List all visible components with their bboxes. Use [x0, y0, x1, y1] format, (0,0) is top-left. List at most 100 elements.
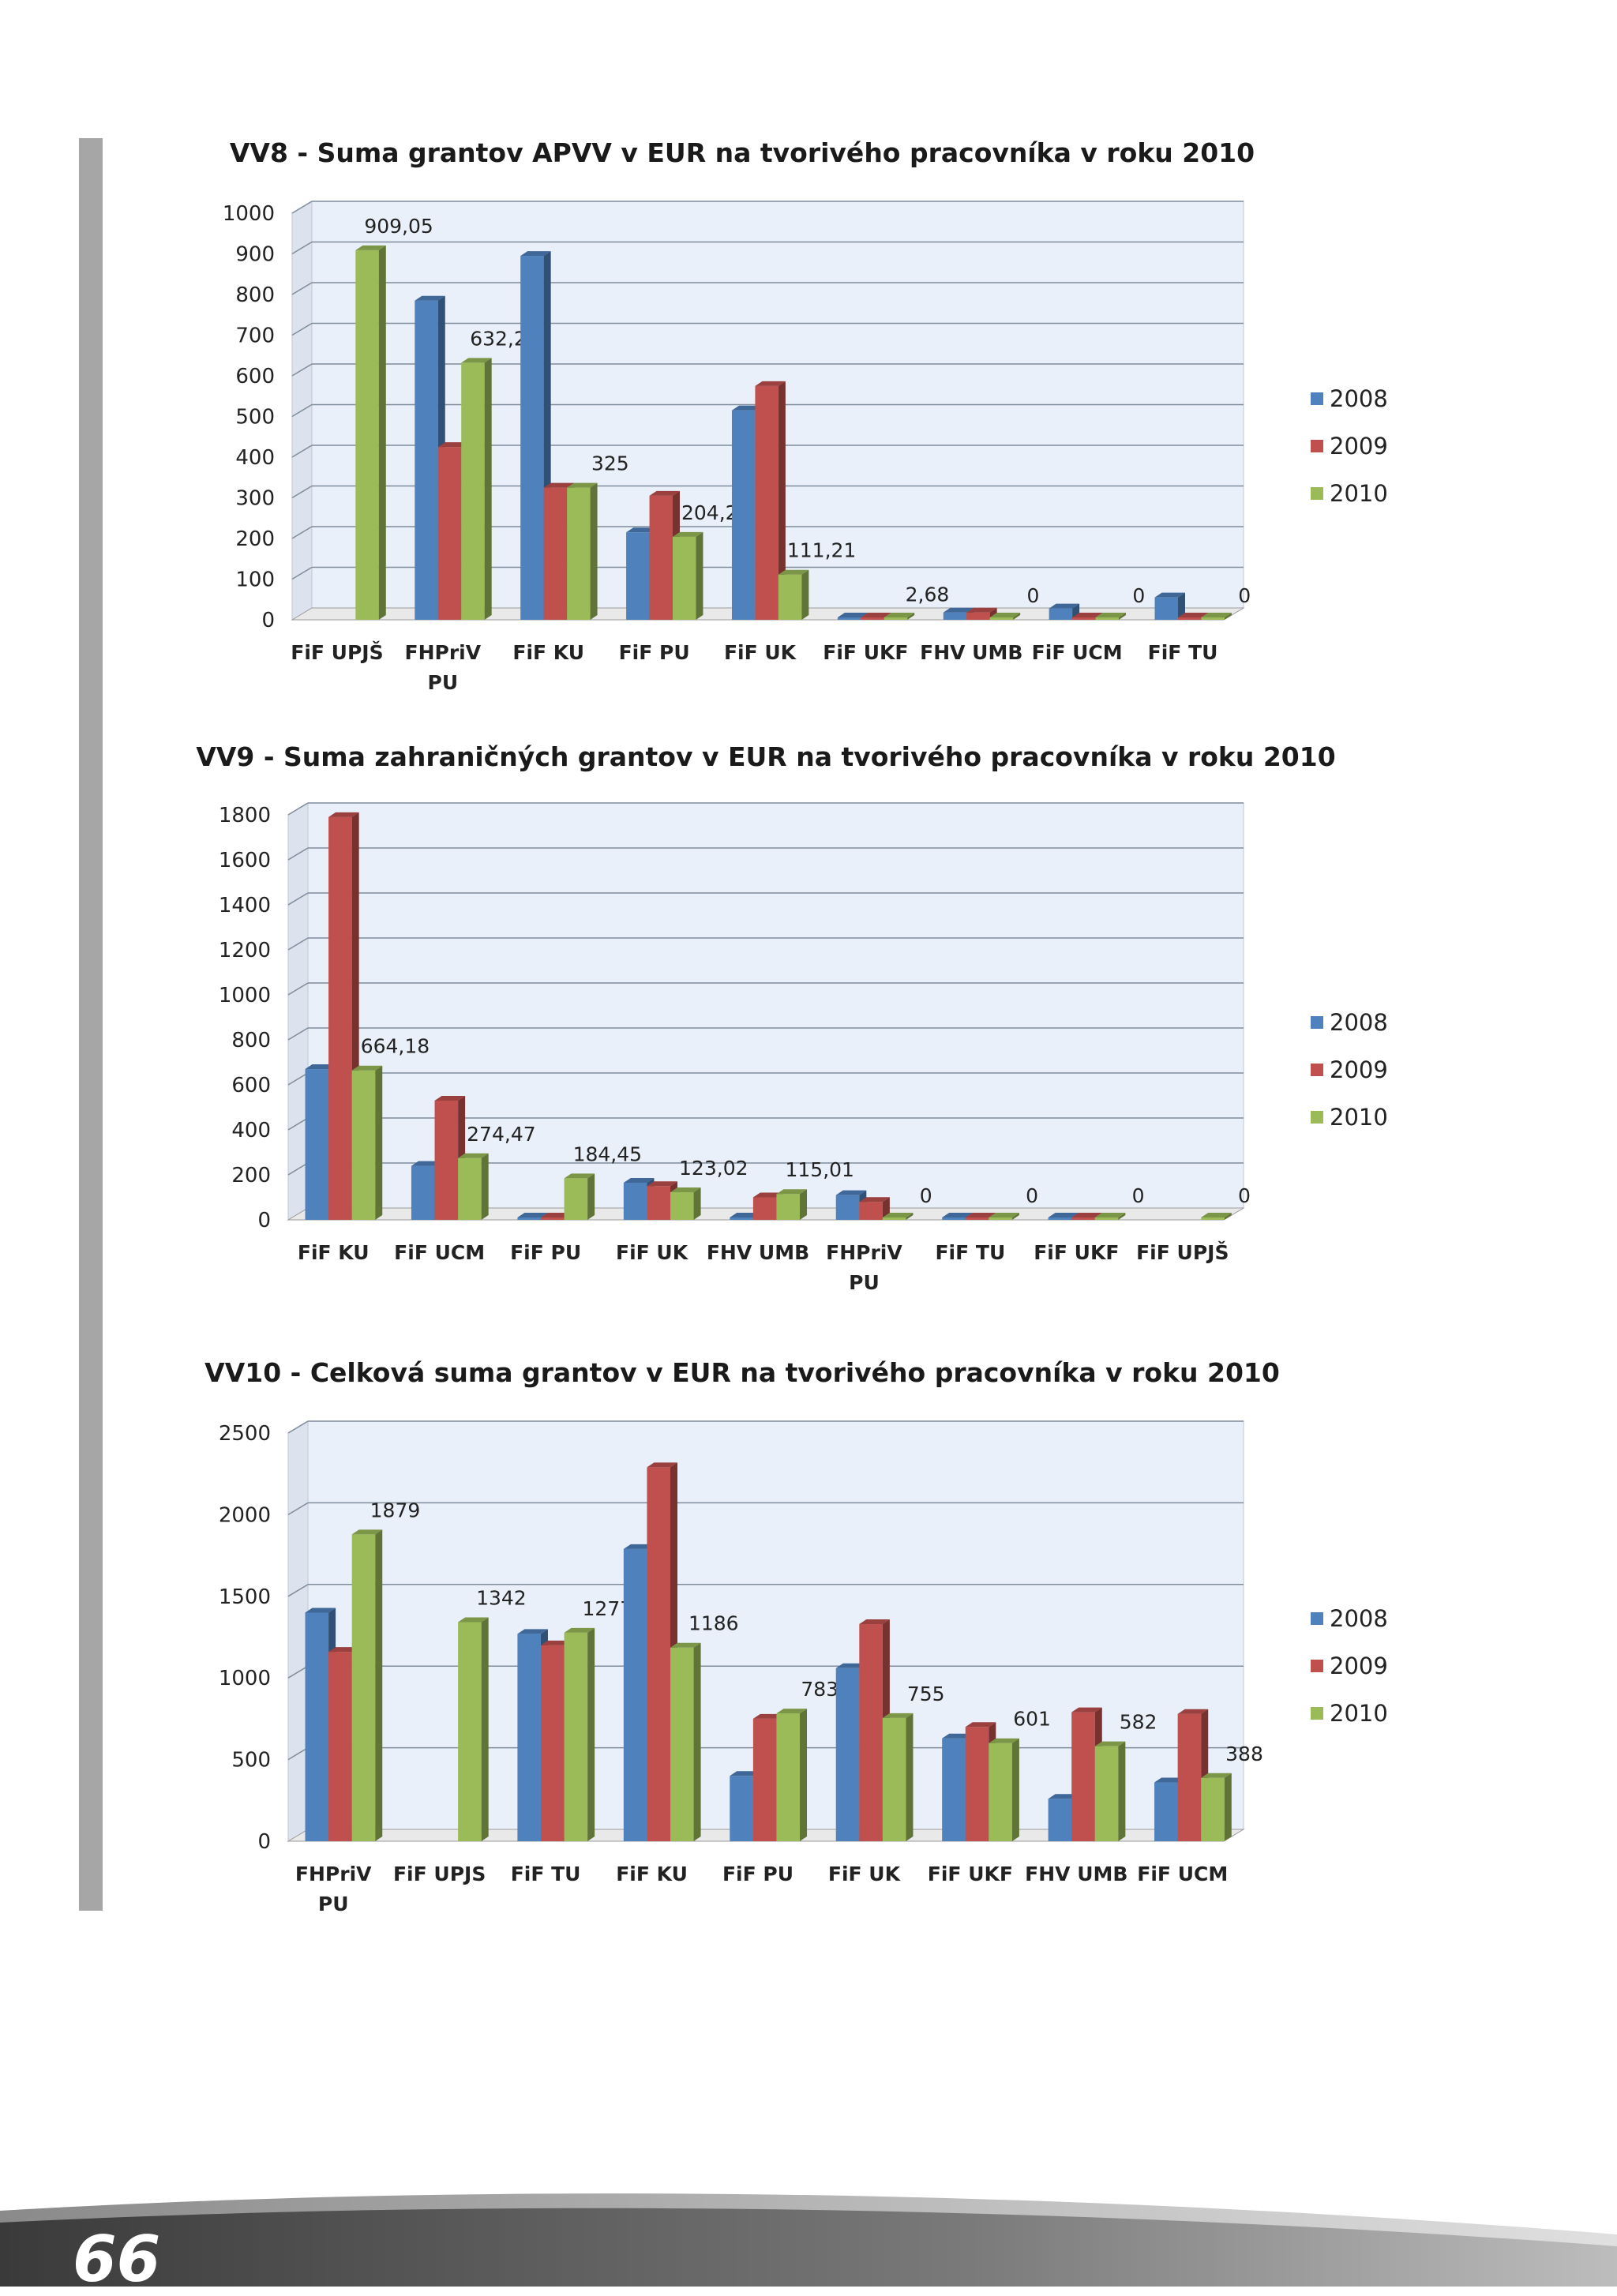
bar-top — [859, 1619, 890, 1624]
bar-side — [906, 1213, 914, 1220]
legend-item-2008: 2008 — [1311, 999, 1388, 1046]
bar-top — [328, 1647, 359, 1653]
bar-top — [837, 613, 869, 617]
data-label: 0 — [1132, 584, 1145, 607]
chart-vv10-plot: 0 500 1000 1500 2000 2500 1879 FHPriV PU 1342 FiF … — [219, 1420, 1263, 1915]
gridline-side — [291, 485, 313, 499]
bar-side — [778, 381, 786, 620]
bar-front — [415, 300, 438, 620]
data-label: 755 — [907, 1683, 945, 1705]
bar-2010-1 — [458, 1617, 489, 1841]
bar-front — [966, 612, 990, 620]
legend-label: 2010 — [1330, 1104, 1388, 1131]
bar-2008-7 — [1049, 603, 1080, 620]
gridline-side — [291, 282, 313, 295]
bar-top — [989, 1738, 1019, 1743]
bar-front — [1177, 617, 1202, 620]
x-tick-label: FiF KU — [298, 1241, 370, 1264]
y-tick-label: 0 — [257, 1209, 271, 1232]
bar-side — [481, 1153, 489, 1220]
bar-top — [776, 1189, 808, 1195]
bar-top — [1072, 613, 1103, 617]
y-tick-label: 500 — [235, 406, 275, 430]
y-tick-label: 200 — [231, 1164, 271, 1187]
bar-front — [434, 1100, 459, 1220]
legend-swatch-2009 — [1311, 440, 1323, 452]
y-tick-label: 400 — [231, 1119, 271, 1142]
legend-item-2008: 2008 — [1311, 375, 1388, 422]
x-tick-label: FiF PU — [510, 1241, 581, 1264]
bar-front — [351, 1070, 376, 1220]
bar-side — [1224, 613, 1232, 620]
bar-side — [587, 1627, 595, 1841]
bar-2010-8 — [1201, 1773, 1232, 1841]
bar-top — [647, 1181, 677, 1187]
bar-top — [564, 1173, 595, 1179]
legend-swatch-2009 — [1311, 1660, 1323, 1672]
bar-front — [1094, 1217, 1119, 1220]
bar-top — [1071, 1213, 1102, 1217]
gridline-side — [287, 1072, 309, 1086]
x-tick-label: FiF UPJS — [393, 1863, 486, 1885]
bar-top — [1094, 1213, 1126, 1217]
legend-item-2010: 2010 — [1311, 1690, 1388, 1737]
bar-front — [1177, 1713, 1202, 1841]
bar-front — [437, 447, 462, 620]
bar-side — [696, 531, 703, 620]
gridline-side — [291, 201, 313, 214]
bar-top — [434, 1095, 466, 1101]
bar-front — [623, 1548, 647, 1841]
bar-front — [835, 1195, 860, 1220]
data-label: 274,47 — [467, 1123, 535, 1146]
bar-top — [1071, 1707, 1102, 1713]
legend-item-2009: 2009 — [1311, 1046, 1388, 1094]
x-tick-label: FiF UPJŠ — [291, 640, 383, 664]
x-tick-label: FiF UKF — [823, 641, 908, 664]
bar-front — [1072, 617, 1096, 620]
page-footer: 66 — [0, 2179, 1617, 2291]
data-label: 0 — [920, 1184, 932, 1207]
bar-top — [351, 1065, 383, 1071]
y-tick-label: 800 — [231, 1029, 271, 1052]
data-label: 184,45 — [573, 1142, 642, 1165]
legend-item-2009: 2009 — [1311, 422, 1388, 470]
legend-swatch-2010 — [1311, 487, 1323, 500]
bar-front — [882, 1717, 906, 1841]
data-label: 0 — [1238, 584, 1251, 607]
x-tick-label: FiF KU — [512, 641, 584, 664]
bar-side — [378, 245, 386, 620]
bar-front — [647, 1186, 670, 1220]
x-tick-label: FiF UPJŠ — [1136, 1240, 1229, 1264]
x-tick-label: FHPriV — [295, 1863, 372, 1885]
bar-front — [411, 1165, 435, 1220]
x-tick-label: FiF UK — [616, 1241, 689, 1264]
bar-front — [647, 1467, 670, 1841]
legend-label: 2008 — [1330, 385, 1388, 412]
bar-front — [965, 1217, 989, 1220]
x-tick-label: FiF UCM — [1137, 1863, 1228, 1885]
bar-top — [1095, 613, 1127, 617]
bar-side — [1224, 1213, 1232, 1220]
bar-2010-1 — [458, 1153, 489, 1220]
legend-label: 2008 — [1330, 1605, 1388, 1632]
bar-top — [776, 1709, 808, 1714]
y-tick-label: 1400 — [219, 894, 271, 917]
legend-item-2009: 2009 — [1311, 1642, 1388, 1690]
bar-top — [1201, 613, 1232, 617]
bar-top — [517, 1629, 548, 1634]
x-tick-label: FiF UCM — [1032, 641, 1123, 664]
bar-front — [517, 1634, 541, 1841]
legend-swatch-2008 — [1311, 1612, 1323, 1625]
bar-front — [543, 487, 568, 620]
bar-top — [884, 613, 915, 617]
bar-side — [907, 613, 915, 620]
bar-front — [942, 1217, 966, 1220]
x-tick-label: FiF UKF — [928, 1863, 1013, 1885]
bar-side — [1177, 592, 1185, 620]
bar-side — [481, 1617, 489, 1841]
bar-front — [1201, 1217, 1225, 1220]
bar-top — [623, 1544, 655, 1549]
bar-2010-3 — [673, 531, 703, 620]
bar-top — [517, 1213, 548, 1217]
bar-2009-3 — [647, 1462, 677, 1841]
